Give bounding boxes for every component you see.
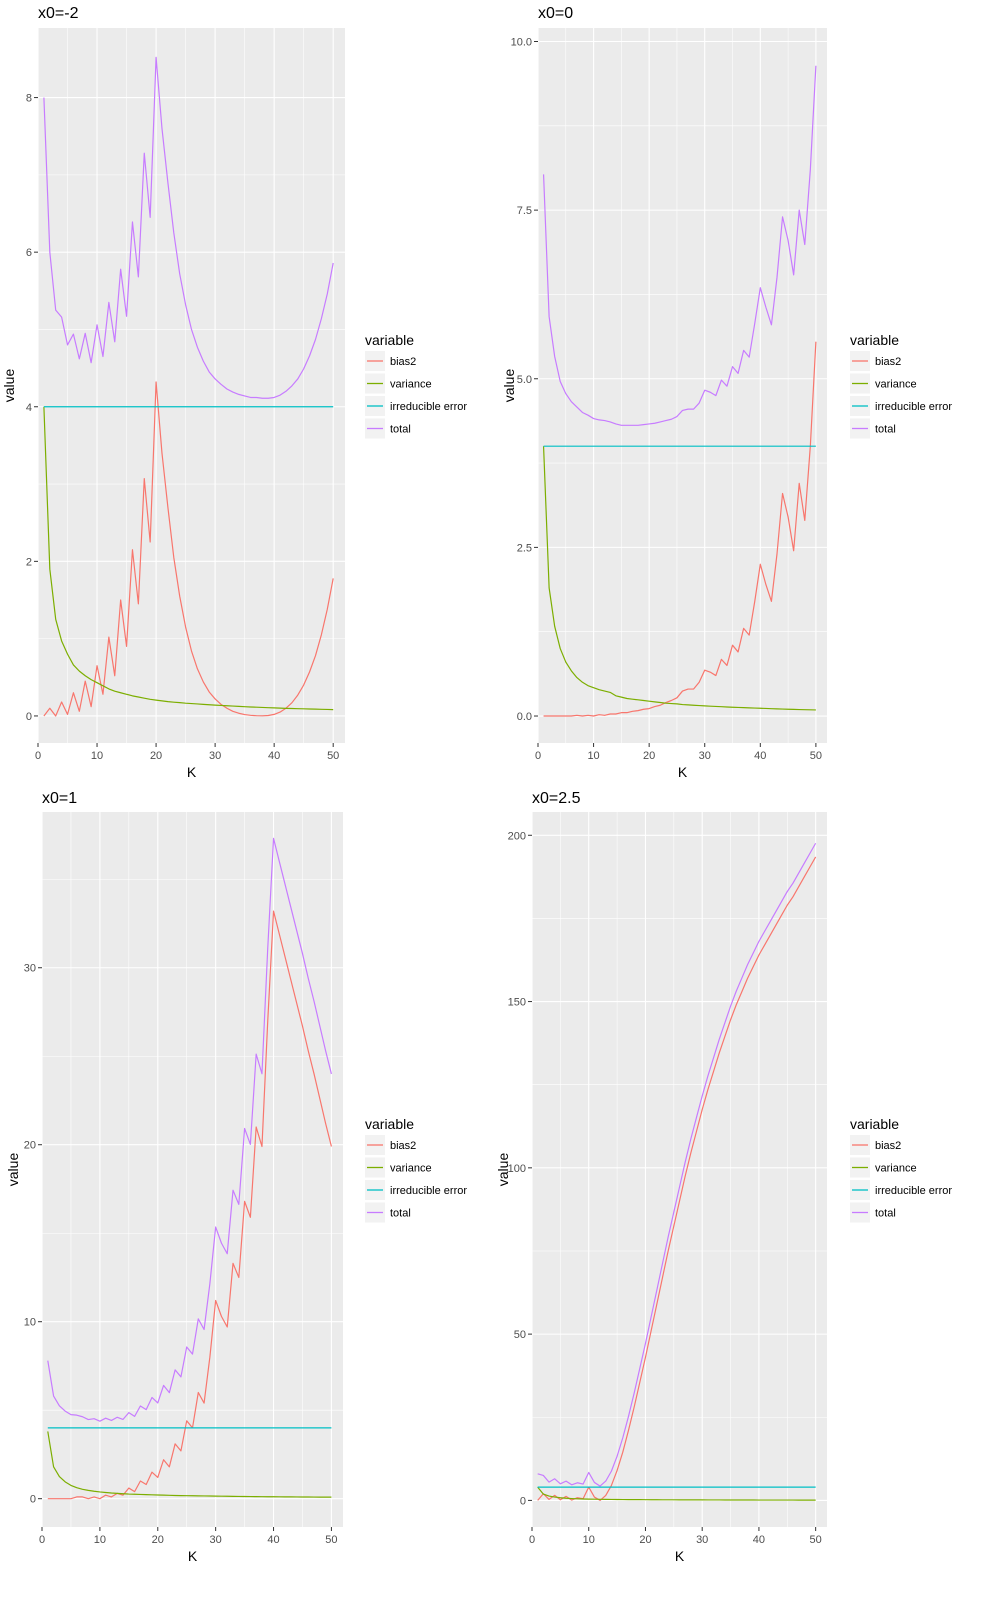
legend-label: irreducible error: [875, 1185, 952, 1197]
panel-title: x0=-2: [38, 5, 79, 22]
x-tick-label: 40: [268, 750, 280, 762]
legend-label: irreducible error: [390, 401, 467, 413]
x-tick-label: 0: [535, 750, 541, 762]
y-tick-label: 0.0: [517, 711, 532, 723]
y-axis-title: value: [5, 1153, 21, 1187]
series-line-bias2: [537, 856, 817, 1502]
legend-label: total: [875, 1208, 896, 1220]
x-tick-label: 50: [810, 1534, 822, 1546]
series-line-total: [43, 56, 334, 399]
y-tick-label: 10: [24, 1317, 36, 1329]
x-axis-title: K: [187, 764, 197, 780]
x-axis-title: K: [678, 764, 688, 780]
y-tick-label: 200: [508, 830, 526, 842]
legend-label: variance: [875, 1163, 917, 1175]
legend-label: variance: [875, 379, 917, 391]
legend-label: total: [875, 424, 896, 436]
x-tick-label: 40: [267, 1534, 279, 1546]
x-tick-label: 0: [35, 750, 41, 762]
y-tick-label: 8: [26, 93, 32, 105]
x-tick-label: 20: [639, 1534, 651, 1546]
x-tick-label: 50: [325, 1534, 337, 1546]
x-tick-label: 50: [810, 750, 822, 762]
legend-label: bias2: [875, 1140, 901, 1152]
y-tick-label: 50: [514, 1329, 526, 1341]
legend-label: irreducible error: [390, 1185, 467, 1197]
legend-label: bias2: [390, 1140, 416, 1152]
x-tick-label: 0: [39, 1534, 45, 1546]
y-tick-label: 4: [26, 402, 32, 414]
x-tick-label: 30: [696, 1534, 708, 1546]
y-axis-title: value: [495, 1153, 511, 1187]
legend-title: variable: [850, 332, 899, 348]
y-axis-title: value: [1, 369, 17, 403]
legend: variable bias2 variance irreducible error to…: [365, 332, 467, 439]
y-tick-label: 2.5: [517, 542, 532, 554]
panel-background: [538, 28, 827, 743]
panel-title: x0=0: [538, 5, 573, 22]
panel-title: x0=1: [42, 790, 77, 807]
y-tick-label: 100: [508, 1163, 526, 1175]
x-tick-label: 10: [583, 1534, 595, 1546]
series-line-bias2: [543, 341, 817, 717]
x-tick-label: 10: [587, 750, 599, 762]
panel-background: [38, 28, 345, 743]
y-tick-label: 7.5: [517, 205, 532, 217]
x-tick-label: 40: [753, 1534, 765, 1546]
x-tick-label: 20: [150, 750, 162, 762]
series-line-total: [47, 837, 333, 1422]
series-line-variance: [47, 1431, 332, 1498]
series-line-bias2: [47, 910, 333, 1500]
y-axis-title: value: [501, 369, 517, 403]
series-line-variance: [542, 446, 816, 711]
series-line-variance: [537, 1486, 816, 1501]
y-tick-label: 20: [24, 1140, 36, 1152]
legend-title: variable: [850, 1116, 899, 1132]
legend-label: irreducible error: [875, 401, 952, 413]
legend-title: variable: [365, 1116, 414, 1132]
legend: variable bias2 variance irreducible error to…: [850, 1116, 952, 1223]
y-tick-label: 6: [26, 247, 32, 259]
legend-label: total: [390, 424, 411, 436]
x-tick-label: 30: [210, 1534, 222, 1546]
legend-label: bias2: [390, 356, 416, 368]
y-tick-label: 5.0: [517, 374, 532, 386]
legend: variable bias2 variance irreducible error to…: [365, 1116, 467, 1223]
x-axis-title: K: [675, 1548, 685, 1564]
panel-background: [42, 812, 343, 1527]
x-tick-label: 0: [529, 1534, 535, 1546]
legend-label: variance: [390, 1163, 432, 1175]
x-tick-label: 30: [699, 750, 711, 762]
x-axis-title: K: [188, 1548, 198, 1564]
y-tick-label: 150: [508, 997, 526, 1009]
x-tick-label: 10: [91, 750, 103, 762]
y-tick-label: 30: [24, 963, 36, 975]
panel-background: [532, 812, 827, 1527]
x-tick-label: 20: [152, 1534, 164, 1546]
x-tick-label: 40: [754, 750, 766, 762]
legend-label: variance: [390, 379, 432, 391]
x-tick-label: 30: [209, 750, 221, 762]
series-line-total: [542, 65, 817, 426]
y-tick-label: 10.0: [511, 36, 532, 48]
y-tick-label: 2: [26, 556, 32, 568]
series-line-variance: [43, 406, 334, 711]
legend-title: variable: [365, 332, 414, 348]
y-tick-label: 0: [30, 1494, 36, 1506]
x-tick-label: 10: [94, 1534, 106, 1546]
x-tick-label: 20: [643, 750, 655, 762]
legend: variable bias2 variance irreducible error to…: [850, 332, 952, 439]
y-tick-label: 0: [26, 711, 32, 723]
y-tick-label: 0: [520, 1495, 526, 1507]
x-tick-label: 50: [327, 750, 339, 762]
series-line-total: [537, 842, 817, 1487]
panel-title: x0=2.5: [532, 790, 581, 807]
legend-label: total: [390, 1208, 411, 1220]
legend-label: bias2: [875, 356, 901, 368]
